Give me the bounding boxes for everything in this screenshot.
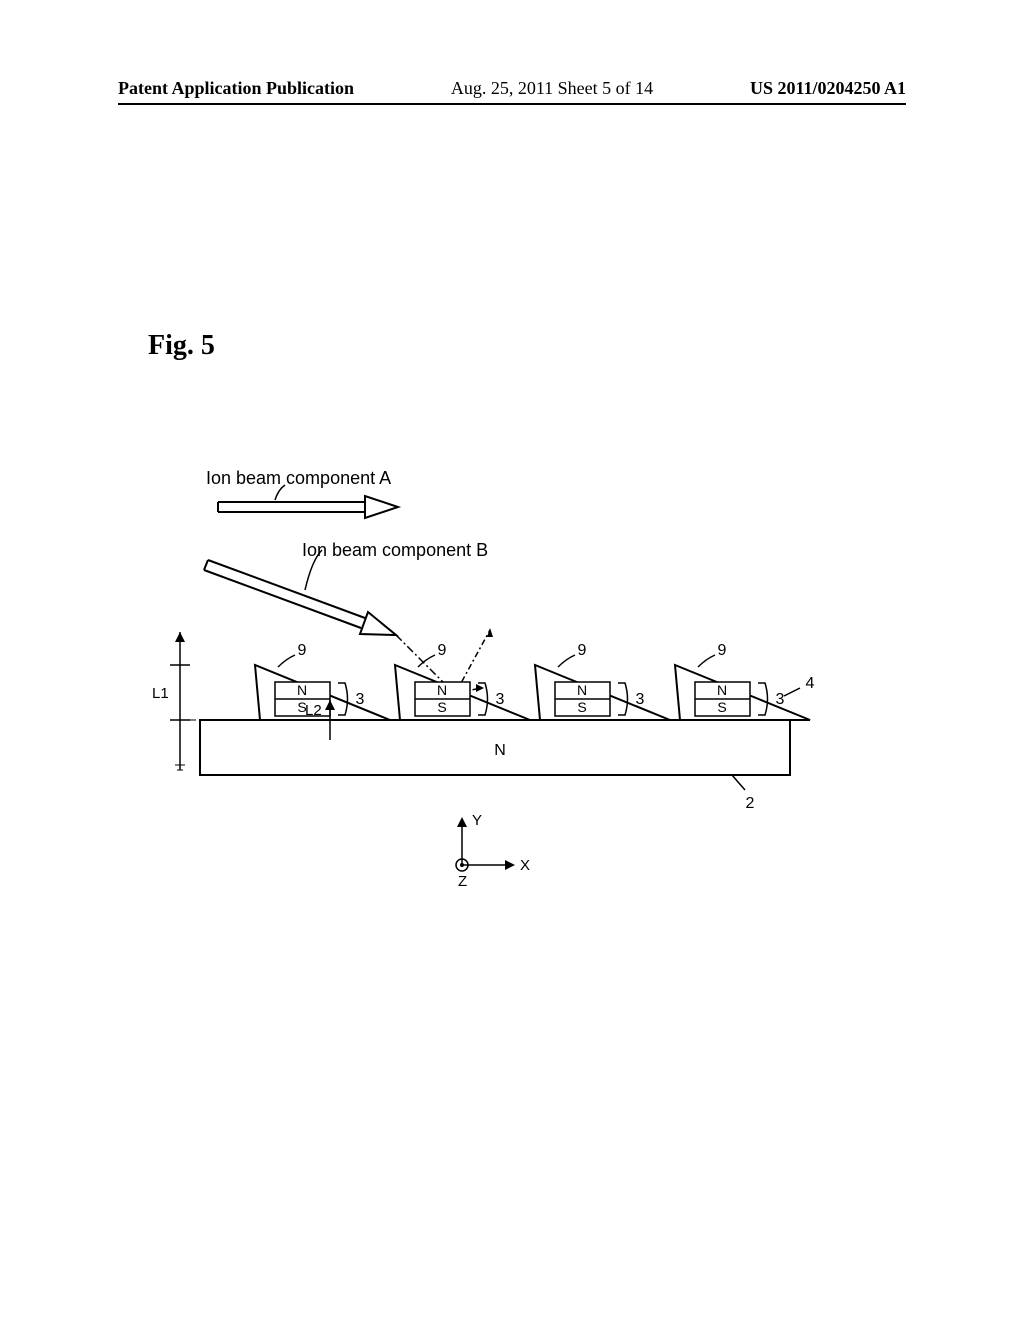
- svg-text:X: X: [520, 857, 530, 874]
- svg-text:S: S: [437, 699, 446, 715]
- svg-text:S: S: [577, 699, 586, 715]
- coordinate-axes: Y X Z: [456, 812, 530, 890]
- svg-text:9: 9: [438, 642, 447, 659]
- arrow-a: [218, 496, 398, 518]
- leader-ref-2: [732, 775, 745, 790]
- figure-label: Fig. 5: [148, 330, 215, 362]
- svg-text:L1: L1: [152, 685, 169, 702]
- svg-text:S: S: [717, 699, 726, 715]
- svg-text:N: N: [437, 682, 447, 698]
- header-right: US 2011/0204250 A1: [750, 78, 906, 99]
- svg-text:3: 3: [636, 691, 645, 708]
- leader-b: [305, 550, 322, 590]
- svg-text:N: N: [717, 682, 727, 698]
- substrate-n-label: N: [494, 742, 506, 759]
- magnet-group-3: N S 9 3: [675, 642, 810, 720]
- svg-text:3: 3: [776, 691, 785, 708]
- svg-text:Y: Y: [472, 812, 482, 829]
- dim-l1: L1: [152, 632, 190, 770]
- leader-a: [275, 485, 285, 500]
- svg-text:3: 3: [356, 691, 365, 708]
- svg-text:9: 9: [578, 642, 587, 659]
- svg-text:9: 9: [298, 642, 307, 659]
- magnet-group-2: N S 9 3: [535, 642, 670, 720]
- svg-text:9: 9: [718, 642, 727, 659]
- header-center: Aug. 25, 2011 Sheet 5 of 14: [451, 78, 653, 99]
- leader-ref-4: [784, 688, 800, 696]
- header-left: Patent Application Publication: [118, 78, 354, 99]
- svg-text:N: N: [577, 682, 587, 698]
- ref-2-label: 2: [746, 795, 755, 812]
- figure-diagram: N 2 4 N S 9 3 N S: [150, 460, 870, 940]
- svg-text:L2: L2: [305, 702, 322, 719]
- svg-text:Z: Z: [458, 873, 467, 890]
- svg-text:3: 3: [496, 691, 505, 708]
- arrow-b: [204, 560, 396, 635]
- diagram-svg: N 2 4 N S 9 3 N S: [150, 460, 870, 940]
- magnet-group-0: N S 9 3: [255, 642, 390, 720]
- page-header: Patent Application Publication Aug. 25, …: [118, 78, 906, 105]
- ref-4-label: 4: [806, 675, 815, 692]
- svg-text:N: N: [297, 682, 307, 698]
